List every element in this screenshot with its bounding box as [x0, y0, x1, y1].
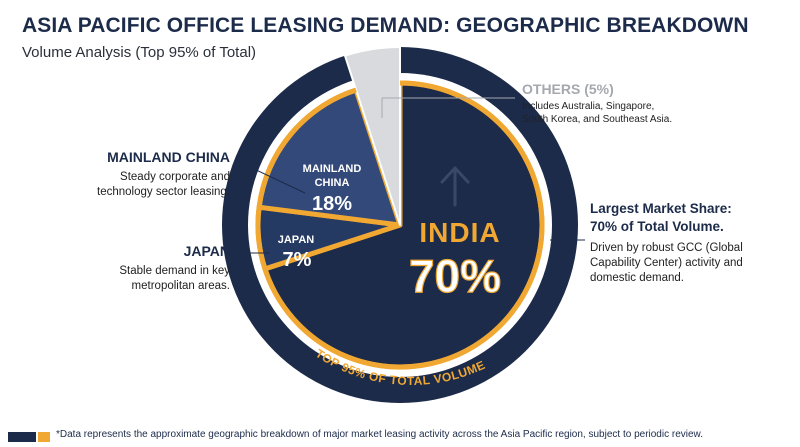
- callout-india-head-line2: 70% of Total Volume.: [590, 218, 724, 234]
- callout-china-desc-line2: technology sector leasing.: [97, 186, 230, 199]
- slice-others: [343, 46, 401, 226]
- callout-india-desc-line3: domestic demand.: [590, 271, 684, 284]
- footer-note: *Data represents the approximate geograp…: [56, 429, 703, 440]
- slice-value-china: 18%: [312, 193, 352, 215]
- page-subtitle: Volume Analysis (Top 95% of Total): [22, 44, 257, 61]
- page-title: ASIA PACIFIC OFFICE LEASING DEMAND: GEOG…: [22, 14, 749, 37]
- callout-china-desc-line1: Steady corporate and: [120, 171, 230, 184]
- callout-china-desc: Steady corporate and technology sector l…: [70, 170, 230, 200]
- callout-others-desc: Includes Australia, Singapore, South Kor…: [522, 100, 722, 126]
- callout-others: OTHERS (5%) Includes Australia, Singapor…: [522, 80, 722, 126]
- slice-label-china-line1: MAINLAND: [303, 163, 362, 175]
- callout-others-head: OTHERS (5%): [522, 81, 614, 97]
- slice-label-japan: JAPAN: [278, 234, 315, 246]
- arrow-up-icon: [440, 166, 470, 207]
- callout-india: Largest Market Share: 70% of Total Volum…: [590, 200, 790, 286]
- callout-india-desc: Driven by robust GCC (Global Capability …: [590, 241, 790, 286]
- callout-others-desc-line2: South Korea, and Southeast Asia.: [522, 114, 673, 126]
- slice-value-india: 70%: [409, 250, 501, 302]
- slice-label-china-line2: CHINA: [315, 177, 350, 189]
- pie-gold-rim: [255, 80, 545, 370]
- slice-label-india: INDIA: [419, 217, 500, 248]
- callout-others-desc-line1: Includes Australia, Singapore,: [522, 101, 655, 113]
- callout-japan-desc: Stable demand in key metropolitan areas.: [70, 264, 230, 294]
- callout-japan-head: JAPAN: [183, 243, 230, 259]
- callout-india-desc-line2: Capability Center) activity and: [590, 257, 743, 270]
- slice-value-japan: 7%: [283, 249, 312, 271]
- callout-india-head: Largest Market Share: 70% of Total Volum…: [590, 200, 790, 235]
- callout-india-head-line1: Largest Market Share:: [590, 201, 732, 216]
- callout-japan-desc-line1: Stable demand in key: [119, 265, 230, 278]
- callout-mainland-china: MAINLAND CHINA Steady corporate and tech…: [70, 148, 230, 200]
- footer-accent-gold: [38, 432, 50, 442]
- footer: *Data represents the approximate geograp…: [0, 423, 800, 447]
- callout-japan-desc-line2: metropolitan areas.: [131, 280, 230, 293]
- callout-india-desc-line1: Driven by robust GCC (Global: [590, 242, 743, 255]
- footer-accent-navy: [8, 432, 36, 442]
- callout-connectors: [234, 97, 585, 254]
- callout-china-head: MAINLAND CHINA: [107, 149, 230, 165]
- connector-china: [234, 159, 306, 194]
- callout-japan: JAPAN Stable demand in key metropolitan …: [70, 242, 230, 294]
